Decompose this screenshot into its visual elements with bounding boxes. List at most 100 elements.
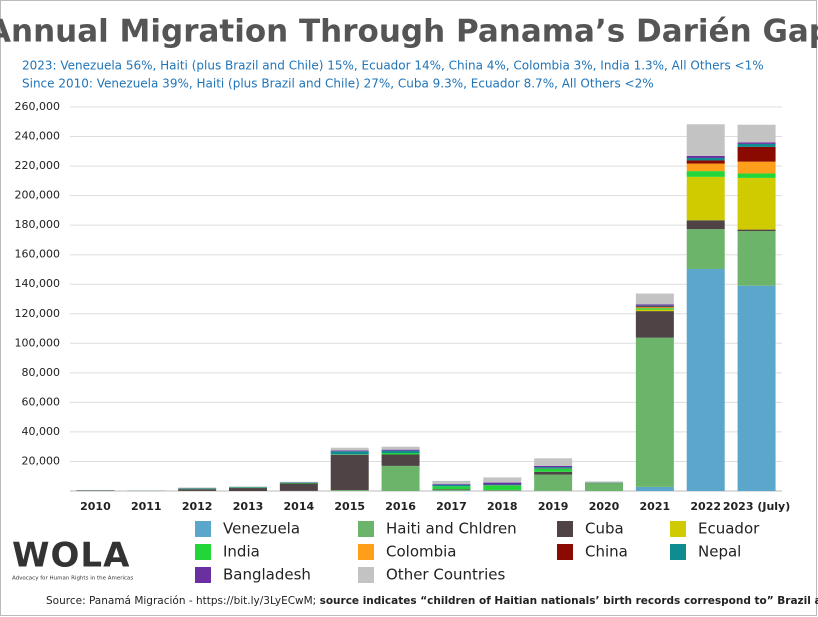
- bar-segment: [432, 489, 471, 491]
- bar-segment: [330, 450, 369, 452]
- x-tick-label: 2015: [334, 500, 365, 513]
- bar-segment: [381, 449, 420, 451]
- bar-segment: [686, 269, 725, 491]
- bar-segment: [534, 465, 573, 468]
- legend-label: Other Countries: [386, 566, 505, 584]
- bar-segment: [635, 304, 674, 306]
- bar-segment: [737, 231, 776, 286]
- legend-swatch: [358, 544, 374, 560]
- y-tick-label: 260,000: [15, 100, 61, 113]
- bar-segment: [432, 480, 471, 485]
- x-tick-label: 2016: [385, 500, 416, 513]
- legend-swatch: [670, 544, 686, 560]
- legend-label: Venezuela: [223, 520, 300, 538]
- subtitle: 2023: Venezuela 56%, Haiti (plus Brazil …: [22, 59, 764, 73]
- bar-segment: [686, 155, 725, 158]
- x-tick-label: 2014: [284, 500, 315, 513]
- legend-swatch: [358, 567, 374, 583]
- bar-segment: [686, 171, 725, 177]
- y-tick-label: 140,000: [15, 277, 61, 290]
- legend-label: China: [585, 543, 628, 561]
- y-tick-label: 60,000: [22, 395, 61, 408]
- bar-segment: [635, 293, 674, 305]
- x-tick-label: 2020: [589, 500, 620, 513]
- legend-label: India: [223, 543, 260, 561]
- source-note: Source: Panamá Migración - https://bit.l…: [46, 595, 818, 607]
- bar-segment: [178, 487, 217, 488]
- x-tick-label: 2023 (July): [723, 500, 790, 513]
- bar-segment: [737, 161, 776, 174]
- y-tick-label: 80,000: [22, 366, 61, 379]
- bar-segment: [635, 486, 674, 491]
- chart-title: Annual Migration Through Panama’s Darién…: [0, 14, 818, 50]
- legend-swatch: [670, 521, 686, 537]
- y-tick-label: 240,000: [15, 130, 61, 143]
- bar-segment: [534, 471, 573, 475]
- bar-segment: [178, 489, 217, 491]
- bar-segment: [686, 176, 725, 221]
- bar-segment: [585, 481, 623, 483]
- bar-segment: [229, 488, 267, 491]
- bar-segment: [534, 467, 573, 469]
- bar-segment: [635, 311, 674, 338]
- bar-segment: [330, 490, 369, 491]
- logo-tagline: Advocacy for Human Rights in the America…: [12, 576, 133, 582]
- bar-segment: [635, 309, 674, 312]
- y-tick-label: 20,000: [22, 454, 61, 467]
- bar-segment: [483, 485, 522, 490]
- x-tick-label: 2019: [538, 500, 569, 513]
- bar-segment: [381, 454, 420, 466]
- bar-segment: [381, 446, 420, 450]
- bar-segment: [635, 337, 674, 487]
- bar-segment: [381, 465, 420, 491]
- bar-segment: [635, 308, 674, 310]
- bar-segment: [635, 307, 674, 309]
- bar-segment: [686, 157, 725, 161]
- legend-label: Cuba: [585, 520, 624, 538]
- x-tick-label: 2011: [131, 500, 162, 513]
- bar-segment: [737, 285, 776, 491]
- bar-segment: [534, 468, 573, 472]
- bar-segment: [381, 450, 420, 454]
- bar-segment: [686, 229, 725, 270]
- bar-segment: [330, 451, 369, 455]
- bar-segment: [534, 458, 573, 466]
- bar-segment: [737, 143, 776, 147]
- bar-segment: [330, 454, 369, 491]
- bar-segment: [737, 142, 776, 144]
- bar-segment: [534, 474, 573, 491]
- y-tick-label: 220,000: [15, 159, 61, 172]
- bar-segment: [432, 484, 471, 485]
- y-tick-label: 100,000: [15, 336, 61, 349]
- bar-segment: [483, 490, 522, 491]
- x-tick-label: 2012: [182, 500, 213, 513]
- legend-label: Ecuador: [698, 520, 760, 538]
- bar-segment: [737, 173, 776, 178]
- subtitle: Since 2010: Venezuela 39%, Haiti (plus B…: [22, 77, 654, 91]
- bar-segment: [432, 489, 471, 490]
- bar-segment: [483, 477, 522, 483]
- y-tick-label: 40,000: [22, 425, 61, 438]
- bar-segment: [686, 163, 725, 172]
- legend-swatch: [195, 521, 211, 537]
- legend-swatch: [557, 521, 573, 537]
- bar-segment: [686, 220, 725, 230]
- source-note: Source: Panamá Migración - https://bit.l…: [46, 595, 316, 607]
- bar-segment: [635, 306, 674, 308]
- x-tick-label: 2021: [640, 500, 671, 513]
- legend-label: Haiti and Chldren: [386, 520, 517, 538]
- bar-segment: [279, 483, 318, 491]
- x-tick-label: 2013: [233, 500, 264, 513]
- bar-segment: [635, 305, 674, 307]
- legend-swatch: [195, 544, 211, 560]
- bar-segment: [381, 453, 420, 455]
- legend-swatch: [195, 567, 211, 583]
- logo: WOLA: [12, 536, 130, 576]
- bar-segment: [432, 486, 471, 490]
- bar-segment: [686, 124, 725, 156]
- x-tick-label: 2022: [690, 500, 721, 513]
- legend-swatch: [358, 521, 374, 537]
- bar-segment: [686, 160, 725, 164]
